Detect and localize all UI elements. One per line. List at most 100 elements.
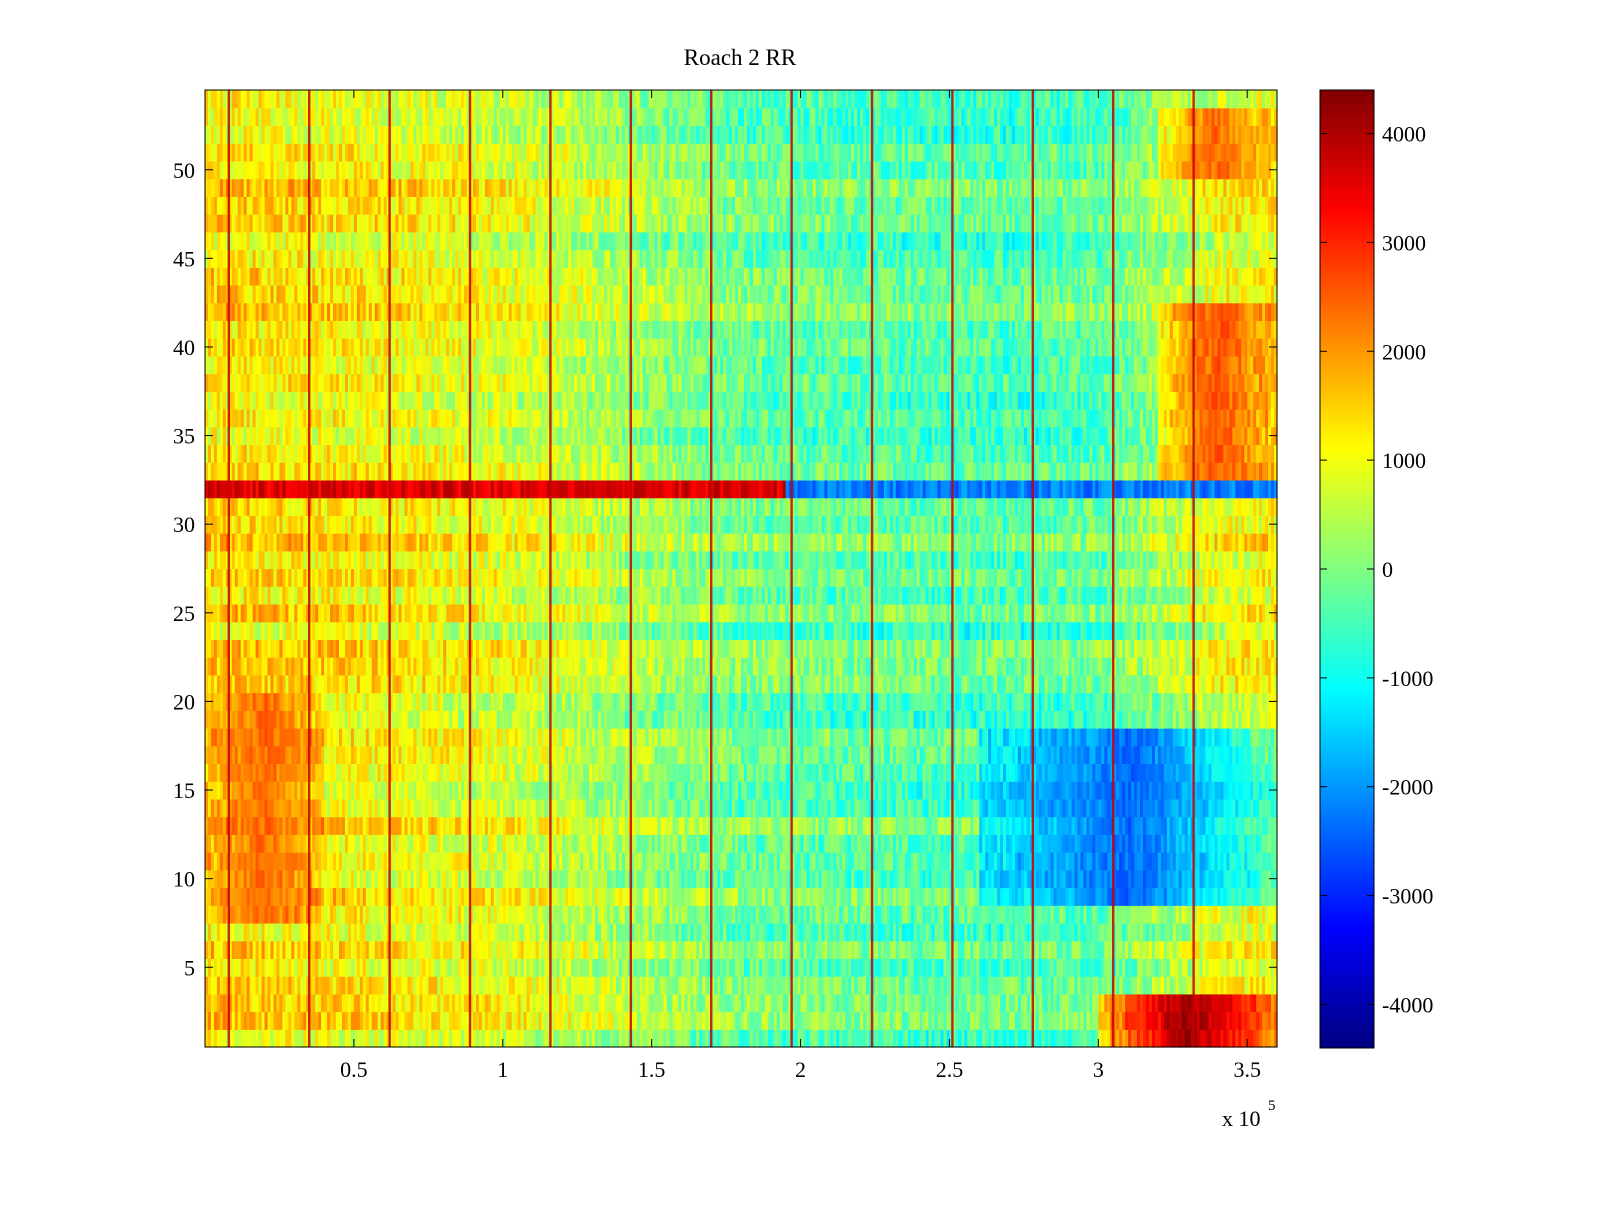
heatmap-cell: [648, 940, 653, 959]
heatmap-cell: [1044, 940, 1049, 959]
heatmap-cell: [767, 958, 772, 977]
heatmap-cell: [743, 922, 748, 942]
heatmap-cell: [642, 958, 647, 977]
heatmap-cell: [461, 976, 465, 995]
heatmap-cell: [532, 958, 537, 977]
heatmap-cell: [550, 976, 554, 995]
heatmap-cell: [806, 1029, 811, 1048]
heatmap-cell: [246, 940, 251, 959]
heatmap-cell: [702, 993, 706, 1013]
heatmap-cell: [368, 905, 373, 924]
heatmap-cell: [660, 976, 665, 995]
heatmap-cell: [1140, 1011, 1144, 1030]
heatmap-cell: [636, 1011, 641, 1030]
heatmap-cell: [672, 922, 677, 942]
heatmap-cell: [568, 940, 572, 959]
heatmap-cell: [845, 922, 849, 942]
heatmap-cell: [821, 976, 825, 995]
heatmap-cell: [1023, 940, 1028, 959]
heatmap-cell: [672, 1029, 677, 1048]
heatmap-cell: [580, 940, 584, 959]
heatmap-cell: [404, 958, 409, 977]
heatmap-cell: [1014, 1029, 1019, 1048]
heatmap-cell: [1151, 940, 1156, 959]
heatmap-cell: [538, 993, 543, 1013]
heatmap-cell: [333, 940, 337, 959]
heatmap-cell: [642, 1029, 647, 1048]
heatmap-cell: [729, 922, 733, 942]
heatmap-cell: [493, 905, 498, 924]
heatmap-cell: [1154, 976, 1159, 995]
heatmap-cell: [910, 958, 915, 977]
heatmap-cell: [607, 993, 611, 1013]
heatmap-cell: [312, 940, 316, 959]
heatmap-cell: [1193, 922, 1198, 942]
heatmap-cell: [934, 922, 939, 942]
heatmap-cell: [1143, 993, 1147, 1013]
heatmap-cell: [1265, 1011, 1269, 1030]
heatmap-cell: [419, 993, 423, 1013]
heatmap-cell: [1229, 922, 1233, 942]
heatmap-cell: [240, 1029, 245, 1048]
heatmap-cell: [1134, 958, 1138, 977]
heatmap-cell: [633, 940, 638, 959]
heatmap-cell: [1217, 922, 1222, 942]
heatmap-cell: [717, 958, 721, 977]
heatmap-cell: [577, 958, 581, 977]
heatmap-cell: [997, 922, 1001, 942]
heatmap-cell: [684, 993, 688, 1013]
heatmap-cell: [312, 1029, 316, 1048]
heatmap-cell: [1241, 940, 1245, 959]
heatmap-cell: [1047, 976, 1052, 995]
heatmap-cell: [574, 976, 578, 995]
heatmap-cell: [746, 976, 751, 995]
heatmap-cell: [636, 922, 641, 942]
heatmap-cell: [601, 976, 605, 995]
heatmap-cell: [1050, 976, 1055, 995]
heatmap-cell: [246, 922, 251, 942]
heatmap-cell: [1235, 993, 1239, 1013]
heatmap-cell: [1163, 922, 1168, 942]
heatmap-cell: [654, 958, 659, 977]
heatmap-cell: [997, 958, 1001, 977]
heatmap-cell: [717, 993, 721, 1013]
heatmap-cell: [690, 976, 694, 995]
heatmap-cell: [773, 958, 778, 977]
heatmap-cell: [368, 940, 373, 959]
heatmap-cell: [967, 1011, 971, 1030]
heatmap-cell: [1041, 922, 1046, 942]
heatmap-cell: [440, 922, 444, 942]
heatmap-cell: [782, 958, 787, 977]
heatmap-cell: [1184, 922, 1189, 942]
heatmap-cell: [1172, 958, 1177, 977]
heatmap-cell: [931, 993, 936, 1013]
heatmap-cell: [336, 1011, 340, 1030]
heatmap-cell: [1077, 1029, 1082, 1048]
heatmap-cell: [860, 1029, 864, 1048]
heatmap-cell: [851, 922, 855, 942]
heatmap-cell: [618, 1029, 623, 1048]
heatmap-cell: [1172, 1029, 1177, 1048]
heatmap-cell: [419, 1029, 423, 1048]
heatmap-cell: [833, 940, 837, 959]
heatmap-cell: [907, 958, 912, 977]
heatmap-cell: [523, 1029, 528, 1048]
heatmap-cell: [791, 1011, 796, 1030]
heatmap-cell: [395, 1011, 400, 1030]
heatmap-cell: [711, 993, 715, 1013]
heatmap-cell: [359, 993, 364, 1013]
heatmap-cell: [365, 940, 370, 959]
heatmap-cell: [470, 1029, 474, 1048]
heatmap-cell: [875, 1029, 879, 1048]
heatmap-cell: [901, 940, 906, 959]
heatmap-cell: [1080, 1011, 1085, 1030]
heatmap-cell: [666, 940, 671, 959]
heatmap-cell: [615, 922, 620, 942]
heatmap-cell: [395, 1029, 400, 1048]
heatmap-cell: [407, 940, 412, 959]
heatmap-cell: [607, 922, 611, 942]
heatmap-cell: [493, 1029, 498, 1048]
heatmap-cell: [669, 993, 674, 1013]
heatmap-cell: [1262, 976, 1266, 995]
heatmap-cell: [464, 958, 468, 977]
